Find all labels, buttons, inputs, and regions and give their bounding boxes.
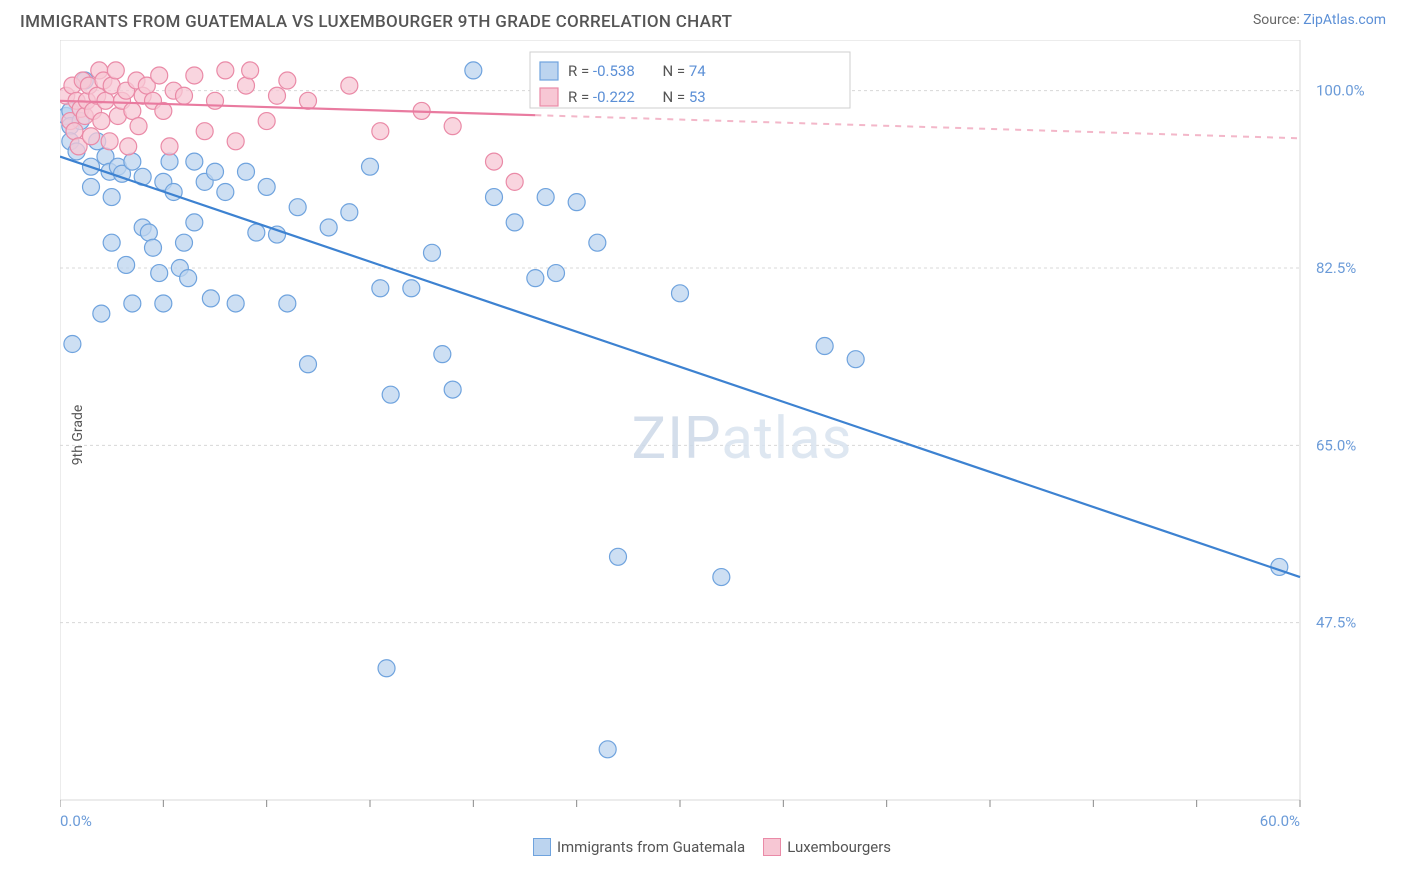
- legend-bottom: Immigrants from Guatemala Luxembourgers: [0, 830, 1406, 856]
- data-point: [176, 234, 193, 251]
- data-point: [103, 234, 120, 251]
- data-point: [238, 163, 255, 180]
- data-point: [186, 214, 203, 231]
- data-point: [242, 62, 259, 79]
- data-point: [161, 138, 178, 155]
- data-point: [83, 178, 100, 195]
- data-point: [130, 118, 147, 135]
- legend-swatch: [763, 838, 781, 856]
- data-point: [202, 290, 219, 307]
- data-point: [107, 62, 124, 79]
- data-point: [124, 102, 141, 119]
- data-point: [155, 295, 172, 312]
- correlation-scatter-chart: 47.5%65.0%82.5%100.0%0.0%60.0%ZIPatlasR …: [60, 40, 1390, 830]
- data-point: [378, 660, 395, 677]
- data-point: [279, 295, 296, 312]
- data-point: [248, 224, 265, 241]
- data-point: [341, 204, 358, 221]
- legend-swatch: [540, 88, 558, 106]
- legend-swatch: [540, 62, 558, 80]
- data-point: [258, 113, 275, 130]
- data-point: [227, 133, 244, 150]
- data-point: [486, 153, 503, 170]
- data-point: [300, 92, 317, 109]
- source-label: Source:: [1253, 12, 1303, 28]
- source-link[interactable]: ZipAtlas.com: [1303, 12, 1386, 28]
- y-tick-label: 65.0%: [1316, 436, 1356, 454]
- data-point: [124, 153, 141, 170]
- x-tick-label: 60.0%: [1260, 812, 1300, 830]
- data-point: [568, 194, 585, 211]
- data-point: [424, 244, 441, 261]
- y-tick-label: 100.0%: [1316, 82, 1365, 100]
- data-point: [610, 548, 627, 565]
- data-point: [83, 128, 100, 145]
- data-point: [196, 123, 213, 140]
- data-point: [434, 346, 451, 363]
- data-point: [403, 280, 420, 297]
- data-point: [93, 113, 110, 130]
- data-point: [362, 158, 379, 175]
- legend-label: Immigrants from Guatemala: [557, 838, 745, 856]
- data-point: [372, 280, 389, 297]
- data-point: [847, 351, 864, 368]
- data-point: [444, 381, 461, 398]
- data-point: [227, 295, 244, 312]
- data-point: [124, 295, 141, 312]
- data-point: [444, 118, 461, 135]
- data-point: [140, 224, 157, 241]
- data-point: [101, 133, 118, 150]
- data-point: [64, 336, 81, 353]
- data-point: [713, 569, 730, 586]
- data-point: [186, 153, 203, 170]
- data-point: [372, 123, 389, 140]
- data-point: [548, 265, 565, 282]
- y-axis-label: 9th Grade: [70, 405, 86, 466]
- data-point: [66, 123, 83, 140]
- data-point: [161, 153, 178, 170]
- data-point: [176, 87, 193, 104]
- data-point: [341, 77, 358, 94]
- data-point: [527, 270, 544, 287]
- chart-title: IMMIGRANTS FROM GUATEMALA VS LUXEMBOURGE…: [20, 12, 732, 32]
- data-point: [207, 163, 224, 180]
- data-point: [672, 285, 689, 302]
- legend-swatch: [533, 838, 551, 856]
- data-point: [537, 189, 554, 206]
- source-attribution: Source: ZipAtlas.com: [1253, 12, 1386, 28]
- y-tick-label: 47.5%: [1316, 614, 1356, 632]
- legend-label: Luxembourgers: [787, 838, 891, 856]
- data-point: [382, 386, 399, 403]
- data-point: [589, 234, 606, 251]
- data-point: [180, 270, 197, 287]
- data-point: [217, 184, 234, 201]
- data-point: [486, 189, 503, 206]
- data-point: [120, 138, 137, 155]
- data-point: [217, 62, 234, 79]
- x-tick-label: 0.0%: [60, 812, 92, 830]
- y-tick-label: 82.5%: [1316, 259, 1356, 277]
- data-point: [300, 356, 317, 373]
- data-point: [506, 173, 523, 190]
- data-point: [269, 87, 286, 104]
- data-point: [238, 77, 255, 94]
- data-point: [97, 92, 114, 109]
- data-point: [465, 62, 482, 79]
- data-point: [145, 239, 162, 256]
- data-point: [151, 265, 168, 282]
- data-point: [599, 741, 616, 758]
- data-point: [320, 219, 337, 236]
- data-point: [118, 256, 135, 273]
- data-point: [151, 67, 168, 84]
- data-point: [506, 214, 523, 231]
- data-point: [93, 305, 110, 322]
- data-point: [816, 338, 833, 355]
- data-point: [289, 199, 306, 216]
- data-point: [279, 72, 296, 89]
- data-point: [258, 178, 275, 195]
- data-point: [103, 189, 120, 206]
- data-point: [186, 67, 203, 84]
